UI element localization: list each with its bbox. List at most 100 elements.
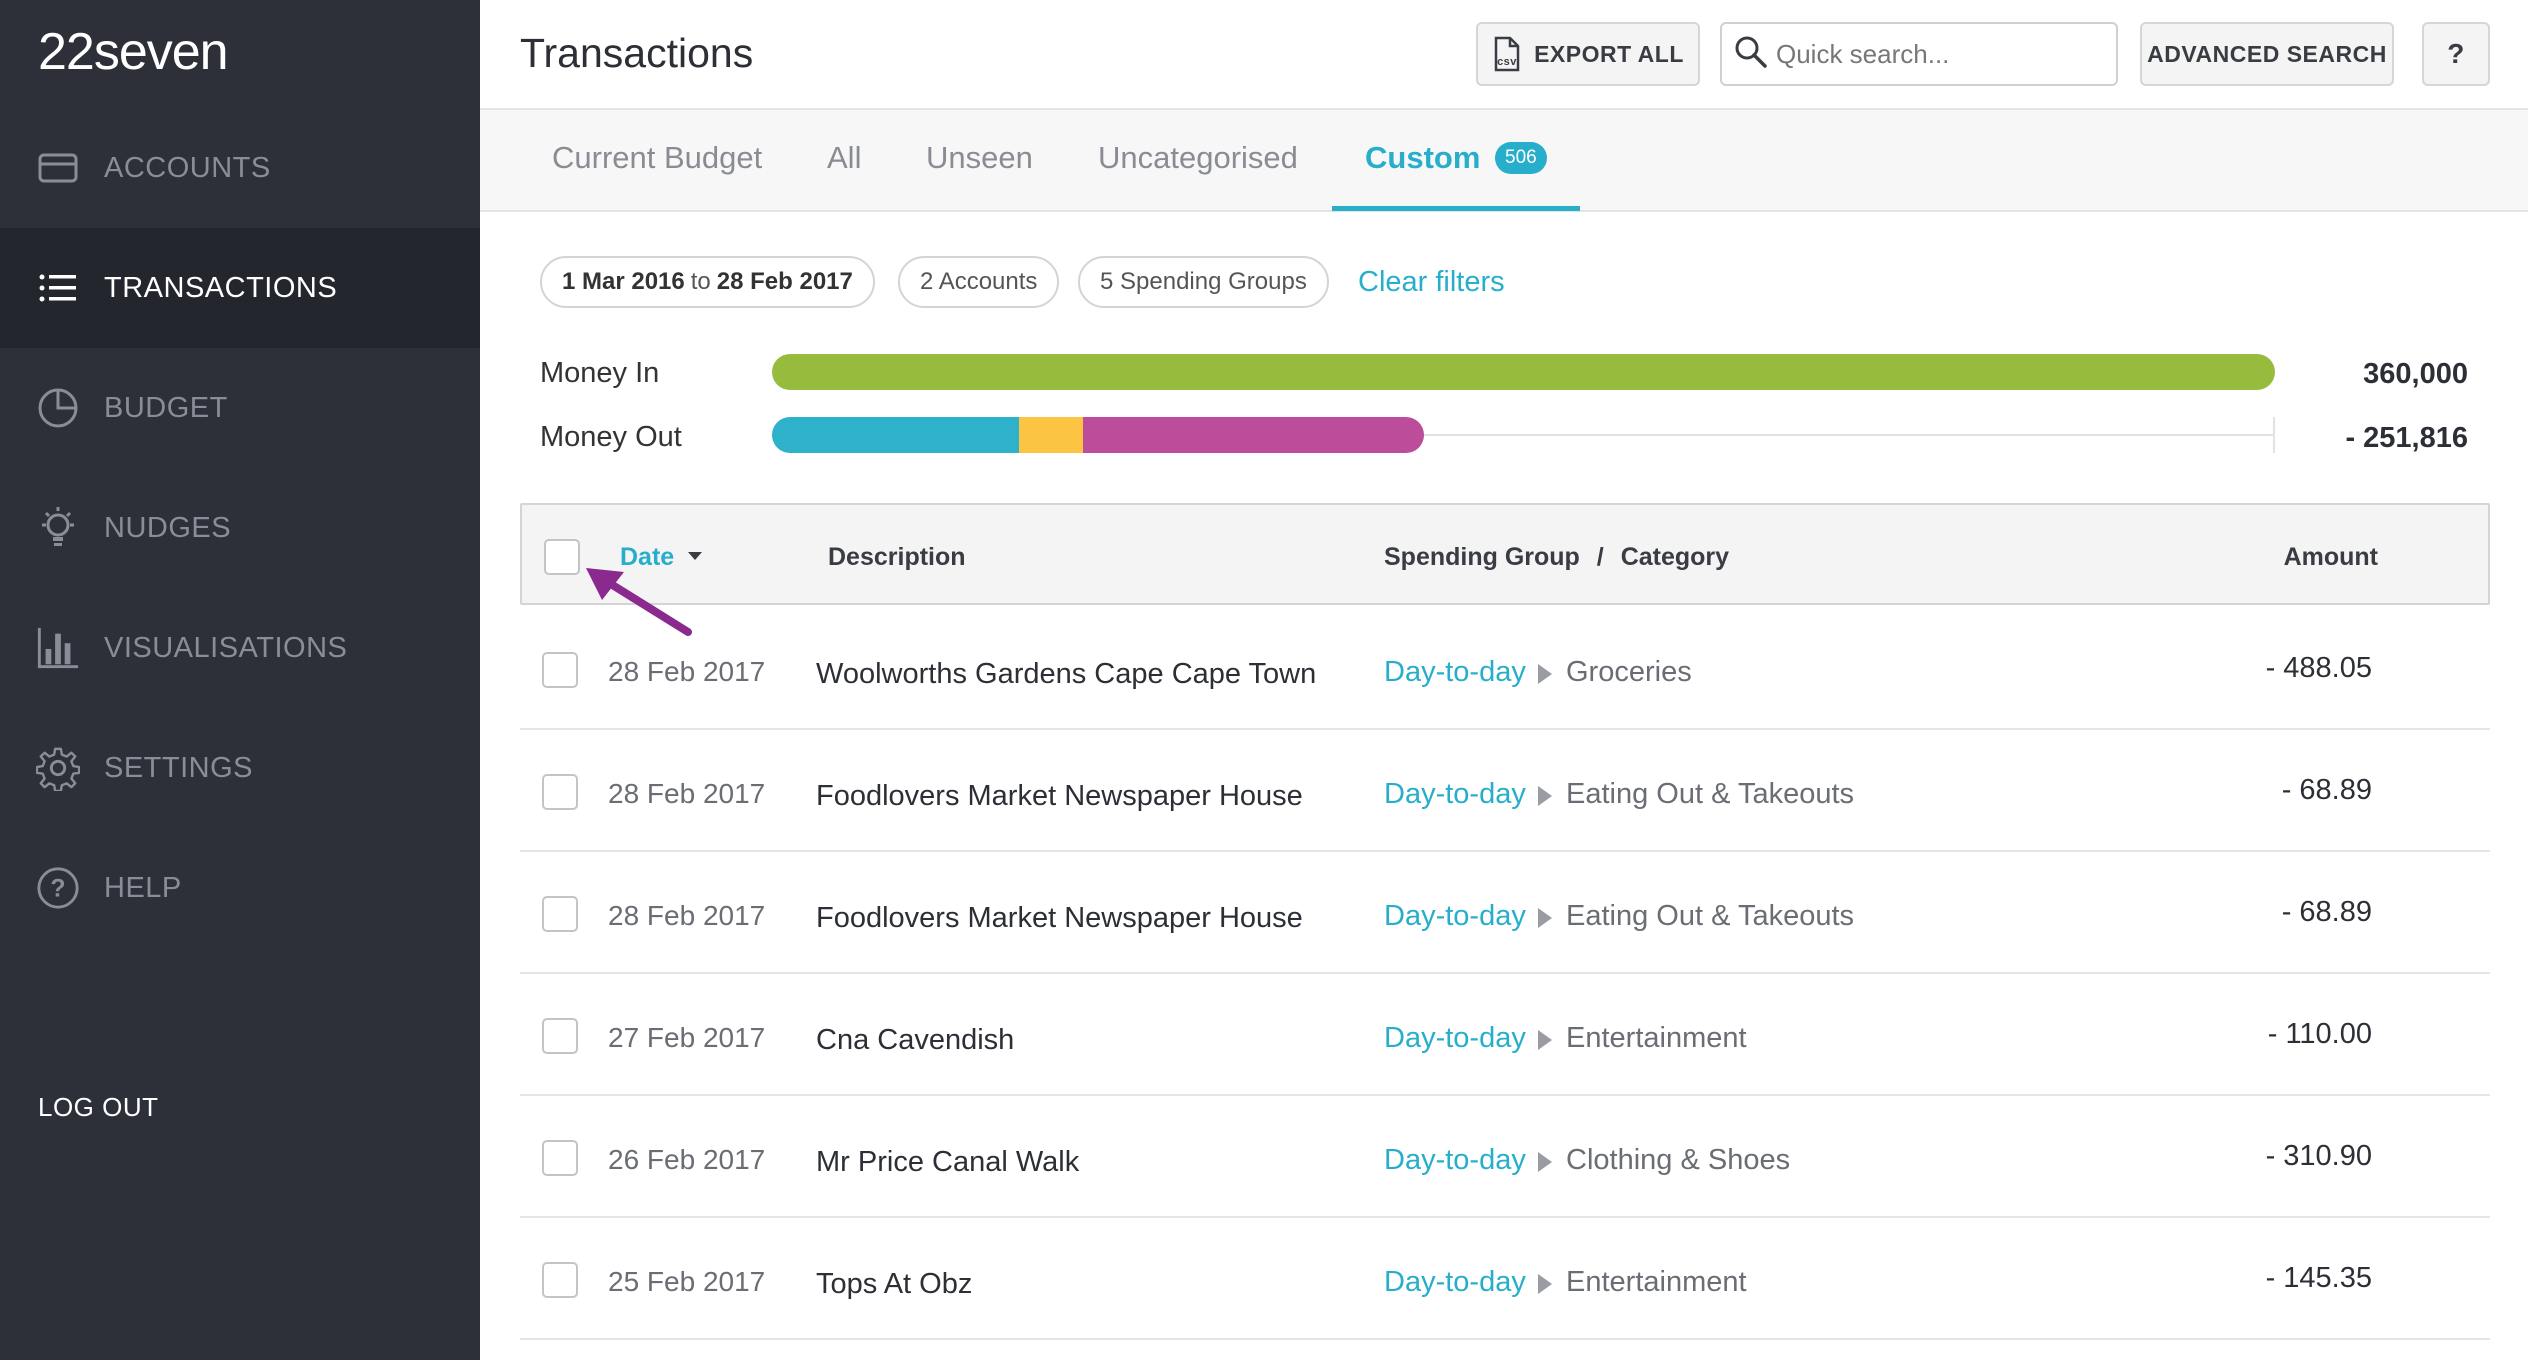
column-header-date[interactable]: Date bbox=[620, 543, 675, 571]
money-out-bar bbox=[772, 417, 2275, 453]
advanced-search-button[interactable]: ADVANCED SEARCH bbox=[2140, 22, 2394, 86]
row-description: Cna Cavendish bbox=[816, 1024, 1015, 1056]
sidebar-item-transactions[interactable]: TRANSACTIONS bbox=[0, 228, 480, 348]
sidebar-item-settings[interactable]: SETTINGS bbox=[0, 708, 480, 828]
row-description: Foodlovers Market Newspaper House bbox=[816, 780, 1303, 812]
custom-count-badge: 506 bbox=[1495, 142, 1547, 174]
logout-link[interactable]: LOG OUT bbox=[38, 1092, 159, 1122]
row-spending-group[interactable]: Day-to-day bbox=[1384, 1022, 1526, 1054]
sidebar-item-accounts[interactable]: ACCOUNTS bbox=[0, 108, 480, 228]
sidebar-item-nudges[interactable]: NUDGES bbox=[0, 468, 480, 588]
tab-unseen[interactable]: Unseen bbox=[926, 140, 1033, 175]
sidebar-item-visualisations[interactable]: VISUALISATIONS bbox=[0, 588, 480, 708]
row-category[interactable]: Groceries bbox=[1566, 656, 1692, 688]
row-category[interactable]: Entertainment bbox=[1566, 1022, 1747, 1054]
triangle-right-icon bbox=[1538, 664, 1552, 684]
row-spending-group[interactable]: Day-to-day bbox=[1384, 656, 1526, 688]
export-all-label: EXPORT ALL bbox=[1534, 40, 1684, 67]
sidebar-item-label: NUDGES bbox=[104, 511, 232, 544]
spending-groups-filter[interactable]: 5 Spending Groups bbox=[1078, 256, 1329, 308]
column-header-category: Category bbox=[1620, 543, 1730, 571]
row-amount: - 110.00 bbox=[2267, 1018, 2372, 1050]
sidebar-item-label: TRANSACTIONS bbox=[104, 271, 338, 304]
tab-all[interactable]: All bbox=[827, 140, 862, 175]
date-to: 28 Feb 2017 bbox=[716, 268, 853, 295]
triangle-right-icon bbox=[1538, 786, 1552, 806]
export-all-button[interactable]: csv EXPORT ALL bbox=[1476, 22, 1700, 86]
gear-icon bbox=[36, 746, 80, 791]
row-amount: - 68.89 bbox=[2281, 774, 2372, 806]
row-spending-group[interactable]: Day-to-day bbox=[1384, 900, 1526, 932]
list-icon bbox=[36, 266, 80, 310]
money-out-label: Money Out bbox=[540, 421, 682, 453]
row-spending-group[interactable]: Day-to-day bbox=[1384, 778, 1526, 810]
money-out-segment-1 bbox=[772, 417, 1019, 453]
row-checkbox[interactable] bbox=[542, 774, 578, 810]
sidebar-item-label: VISUALISATIONS bbox=[104, 631, 348, 664]
svg-text:?: ? bbox=[50, 875, 65, 903]
money-in-value: 360,000 bbox=[2363, 358, 2468, 390]
row-checkbox[interactable] bbox=[542, 1140, 578, 1176]
sidebar-item-help[interactable]: ? HELP bbox=[0, 828, 480, 948]
row-date: 28 Feb 2017 bbox=[608, 656, 766, 687]
row-checkbox[interactable] bbox=[542, 1262, 578, 1298]
row-date: 26 Feb 2017 bbox=[608, 1144, 766, 1175]
date-range-filter[interactable]: 1 Mar 2016 to 28 Feb 2017 bbox=[540, 256, 875, 308]
triangle-right-icon bbox=[1538, 1030, 1552, 1050]
column-header-group: Spending Group bbox=[1384, 543, 1580, 571]
triangle-right-icon bbox=[1538, 908, 1552, 928]
pie-chart-icon bbox=[36, 386, 80, 430]
clear-filters-link[interactable]: Clear filters bbox=[1358, 266, 1505, 298]
row-category[interactable]: Eating Out & Takeouts bbox=[1566, 778, 1855, 810]
date-from: 1 Mar 2016 bbox=[562, 268, 685, 295]
sidebar-item-label: BUDGET bbox=[104, 391, 228, 424]
tab-custom[interactable]: Custom bbox=[1365, 140, 1481, 175]
sort-caret-down-icon[interactable] bbox=[688, 552, 702, 560]
triangle-right-icon bbox=[1538, 1152, 1552, 1172]
row-category[interactable]: Clothing & Shoes bbox=[1566, 1144, 1791, 1176]
column-header-amount: Amount bbox=[2283, 543, 2378, 571]
header: Transactions csv EXPORT ALL ADVANCED SEA… bbox=[480, 0, 2528, 110]
select-all-checkbox[interactable] bbox=[544, 539, 580, 575]
row-date: 27 Feb 2017 bbox=[608, 1022, 766, 1053]
money-in-label: Money In bbox=[540, 357, 660, 389]
row-description: Tops At Obz bbox=[816, 1268, 973, 1300]
sidebar-item-label: SETTINGS bbox=[104, 751, 254, 784]
column-header-group-category: Spending Group / Category bbox=[1384, 543, 1729, 572]
row-checkbox[interactable] bbox=[542, 896, 578, 932]
help-button[interactable]: ? bbox=[2422, 22, 2490, 86]
sidebar-item-budget[interactable]: BUDGET bbox=[0, 348, 480, 468]
csv-file-icon: csv bbox=[1492, 36, 1522, 72]
money-out-track-line bbox=[772, 434, 2275, 436]
table-row[interactable]: 27 Feb 2017 Cna Cavendish Day-to-day Ent… bbox=[520, 974, 2490, 1096]
accounts-filter[interactable]: 2 Accounts bbox=[898, 256, 1060, 308]
row-amount: - 145.35 bbox=[2265, 1262, 2372, 1294]
row-spending-group[interactable]: Day-to-day bbox=[1384, 1144, 1526, 1176]
bar-chart-icon bbox=[36, 626, 80, 670]
row-date: 28 Feb 2017 bbox=[608, 900, 766, 931]
tab-uncategorised[interactable]: Uncategorised bbox=[1098, 140, 1298, 175]
table-row[interactable]: 28 Feb 2017 Foodlovers Market Newspaper … bbox=[520, 852, 2490, 974]
table-row[interactable]: 25 Feb 2017 Tops At Obz Day-to-day Enter… bbox=[520, 1218, 2490, 1340]
row-checkbox[interactable] bbox=[542, 1018, 578, 1054]
table-row[interactable]: 26 Feb 2017 Mr Price Canal Walk Day-to-d… bbox=[520, 1096, 2490, 1218]
money-out-segment-2 bbox=[1018, 417, 1084, 453]
row-category[interactable]: Entertainment bbox=[1566, 1266, 1747, 1298]
money-out-fill bbox=[772, 417, 1424, 453]
tab-current-budget[interactable]: Current Budget bbox=[552, 140, 763, 175]
table-row[interactable]: 28 Feb 2017 Woolworths Gardens Cape Cape… bbox=[520, 608, 2490, 730]
row-category[interactable]: Eating Out & Takeouts bbox=[1566, 900, 1855, 932]
row-checkbox[interactable] bbox=[542, 652, 578, 688]
row-amount: - 68.89 bbox=[2281, 896, 2372, 928]
row-spending-group[interactable]: Day-to-day bbox=[1384, 1266, 1526, 1298]
money-out-segment-3 bbox=[1083, 417, 1424, 453]
column-header-description: Description bbox=[828, 543, 966, 571]
money-in-bar bbox=[772, 354, 2275, 390]
app-logo[interactable]: 22seven bbox=[38, 23, 229, 81]
quick-search[interactable] bbox=[1720, 22, 2118, 86]
row-description: Mr Price Canal Walk bbox=[816, 1146, 1080, 1178]
search-icon bbox=[1722, 35, 1768, 74]
card-icon bbox=[36, 146, 80, 190]
table-row[interactable]: 28 Feb 2017 Foodlovers Market Newspaper … bbox=[520, 730, 2490, 852]
search-input[interactable] bbox=[1776, 38, 2096, 70]
